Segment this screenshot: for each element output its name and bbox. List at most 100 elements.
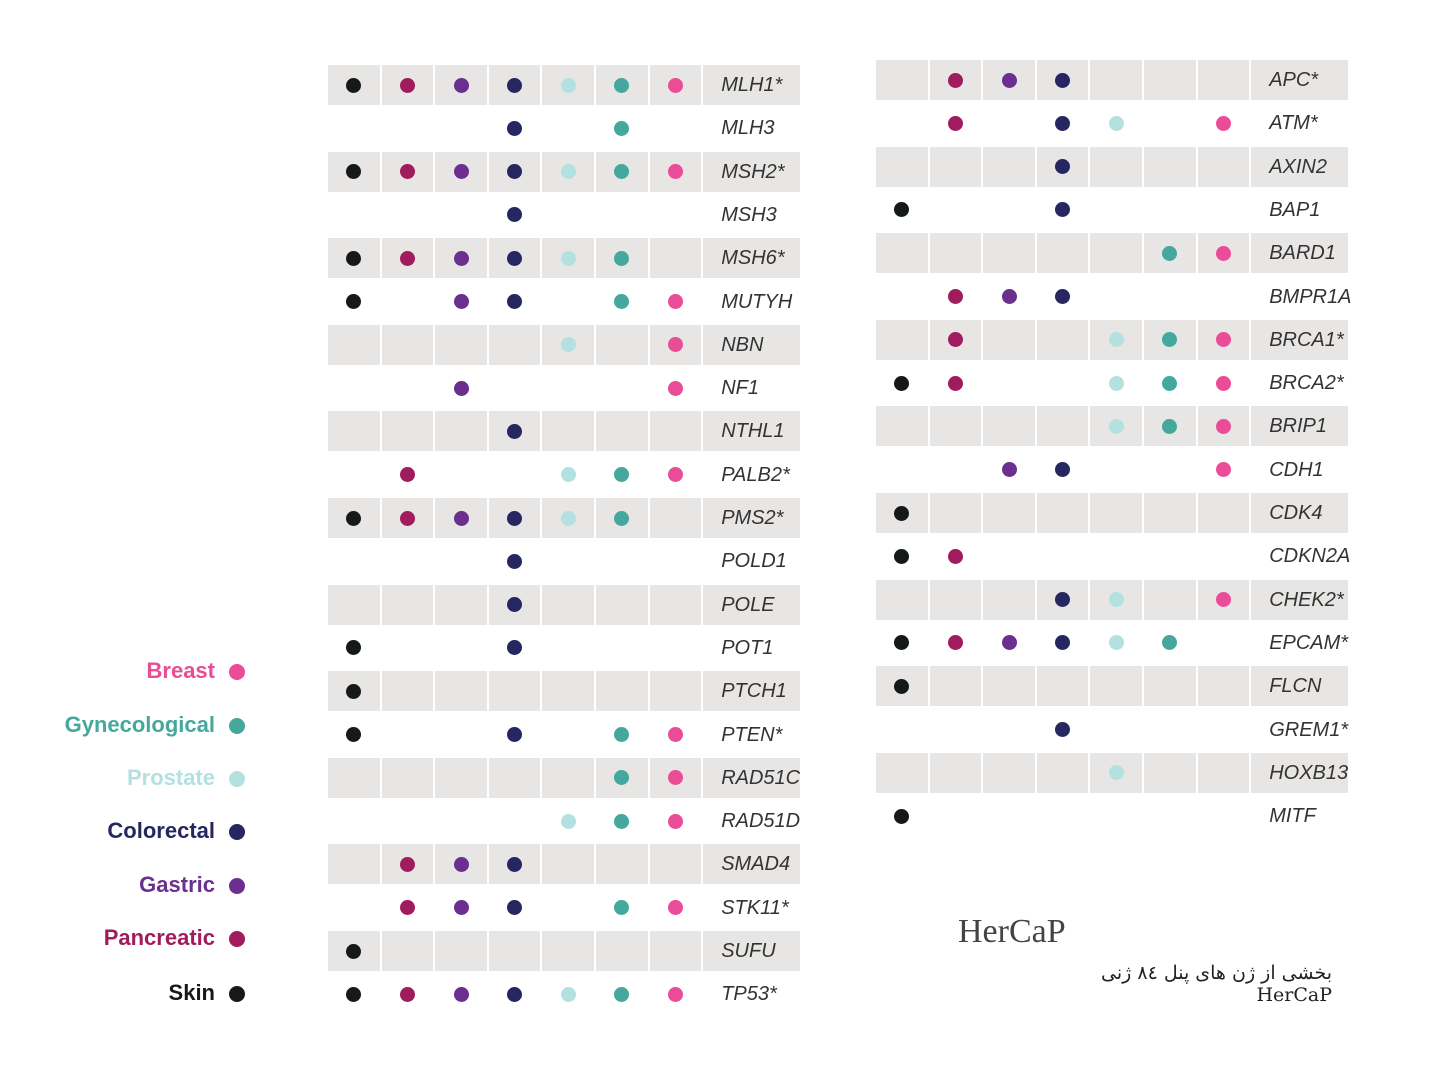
cell-pancreatic	[382, 282, 434, 322]
dot-prostate	[560, 813, 576, 829]
cell-colorectal	[488, 671, 541, 712]
cell-gastric	[435, 931, 487, 971]
cell-prostate	[542, 757, 594, 798]
gene-cell	[703, 498, 801, 538]
cell-gynecological	[596, 844, 648, 885]
gene-label: CHEK2*	[1269, 588, 1344, 611]
dot-gynecological	[1162, 375, 1178, 391]
cell-prostate	[542, 931, 594, 971]
gene-label: ATM*	[1269, 112, 1318, 135]
cell-prostate	[542, 541, 594, 581]
legend-dot-breast	[229, 664, 245, 680]
dot-gastric	[453, 510, 469, 526]
dot-colorectal	[507, 120, 523, 136]
cell-gynecological	[1144, 666, 1196, 707]
cell-breast	[1198, 623, 1250, 663]
legend-label-gastric: Gastric	[139, 872, 215, 897]
gene-label: MSH6*	[721, 247, 785, 270]
dot-pancreatic	[399, 856, 415, 872]
gene-cell	[703, 671, 801, 712]
cell-skin	[328, 411, 380, 452]
chart-subtitle: بخشی از ژن های پنل ۸٤ ژنی HerCaP	[1101, 962, 1332, 1006]
dot-colorectal	[1055, 72, 1071, 88]
dot-colorectal	[507, 77, 523, 93]
gene-label: PTCH1	[721, 680, 787, 703]
dot-pancreatic	[399, 900, 415, 916]
dot-breast	[1215, 332, 1231, 348]
gene-cell	[1251, 233, 1349, 274]
gene-cell	[703, 324, 801, 365]
gene-label: TP53*	[721, 983, 777, 1006]
cell-gynecological	[596, 628, 648, 668]
legend-label-breast: Breast	[146, 658, 215, 683]
dot-gastric	[1001, 289, 1017, 304]
dot-gastric	[453, 77, 469, 93]
cell-gastric	[435, 411, 487, 452]
gene-label: BARD1	[1269, 242, 1336, 265]
cell-breast	[1197, 493, 1250, 533]
gene-label: BRCA1*	[1269, 328, 1344, 351]
dot-gynecological	[614, 164, 630, 180]
cell-skin	[876, 579, 928, 620]
chart-title: HerCaP	[958, 913, 1066, 950]
dot-skin	[894, 808, 910, 824]
cell-breast	[1198, 796, 1250, 836]
gene-label: NBN	[721, 333, 764, 356]
dot-gynecological	[614, 77, 630, 93]
cell-prostate	[542, 584, 594, 625]
cell-pancreatic	[929, 579, 982, 620]
cell-gynecological	[596, 931, 648, 971]
cell-breast	[649, 844, 702, 885]
cell-breast	[649, 238, 702, 279]
dot-prostate	[1108, 418, 1124, 434]
cell-gastric	[435, 541, 487, 581]
gene-cell	[1251, 493, 1349, 533]
cell-breast	[650, 628, 702, 668]
gene-label: RAD51C	[721, 766, 801, 789]
dot-skin	[346, 77, 362, 93]
dot-gynecological	[614, 900, 630, 916]
cell-colorectal	[1037, 796, 1089, 836]
cell-pancreatic	[381, 757, 434, 798]
gene-label: POT1	[721, 636, 774, 659]
cell-gastric	[435, 671, 487, 712]
dot-gynecological	[614, 813, 630, 829]
cell-skin	[876, 710, 928, 750]
legend-label-skin: Skin	[168, 980, 215, 1005]
cell-skin	[328, 888, 380, 928]
cell-gastric	[983, 103, 1035, 143]
cell-colorectal	[489, 368, 541, 408]
legend-label-gynecological: Gynecological	[64, 712, 215, 737]
cell-prostate	[1090, 146, 1142, 187]
cell-breast	[1198, 710, 1250, 750]
dot-prostate	[1108, 765, 1124, 781]
cell-colorectal	[488, 931, 541, 971]
cell-skin	[328, 541, 380, 581]
dot-gastric	[1001, 635, 1017, 651]
legend-dot-gynecological	[229, 718, 245, 734]
cell-gastric	[435, 455, 487, 495]
cell-colorectal	[1036, 493, 1089, 533]
dot-skin	[346, 727, 362, 742]
dot-colorectal	[507, 294, 523, 309]
cell-skin	[328, 195, 380, 235]
cell-pancreatic	[930, 796, 982, 836]
cell-colorectal	[1036, 233, 1089, 274]
cell-gynecological	[1144, 579, 1196, 620]
gene-label: MUTYH	[721, 290, 793, 313]
cell-pancreatic	[381, 671, 434, 712]
cell-colorectal	[1037, 363, 1089, 403]
dot-gastric	[453, 900, 469, 916]
gene-label: MITF	[1269, 805, 1316, 828]
cell-pancreatic	[382, 108, 434, 148]
dot-gastric	[1001, 72, 1017, 88]
dot-skin	[894, 505, 910, 521]
cell-skin	[876, 277, 928, 317]
dot-gynecological	[614, 986, 630, 1002]
dot-breast	[1215, 418, 1231, 434]
gene-label: CDKN2A	[1269, 545, 1351, 568]
gene-cell	[703, 151, 801, 192]
cell-gastric	[435, 801, 487, 841]
cell-skin	[328, 757, 380, 798]
dot-colorectal	[507, 900, 523, 916]
